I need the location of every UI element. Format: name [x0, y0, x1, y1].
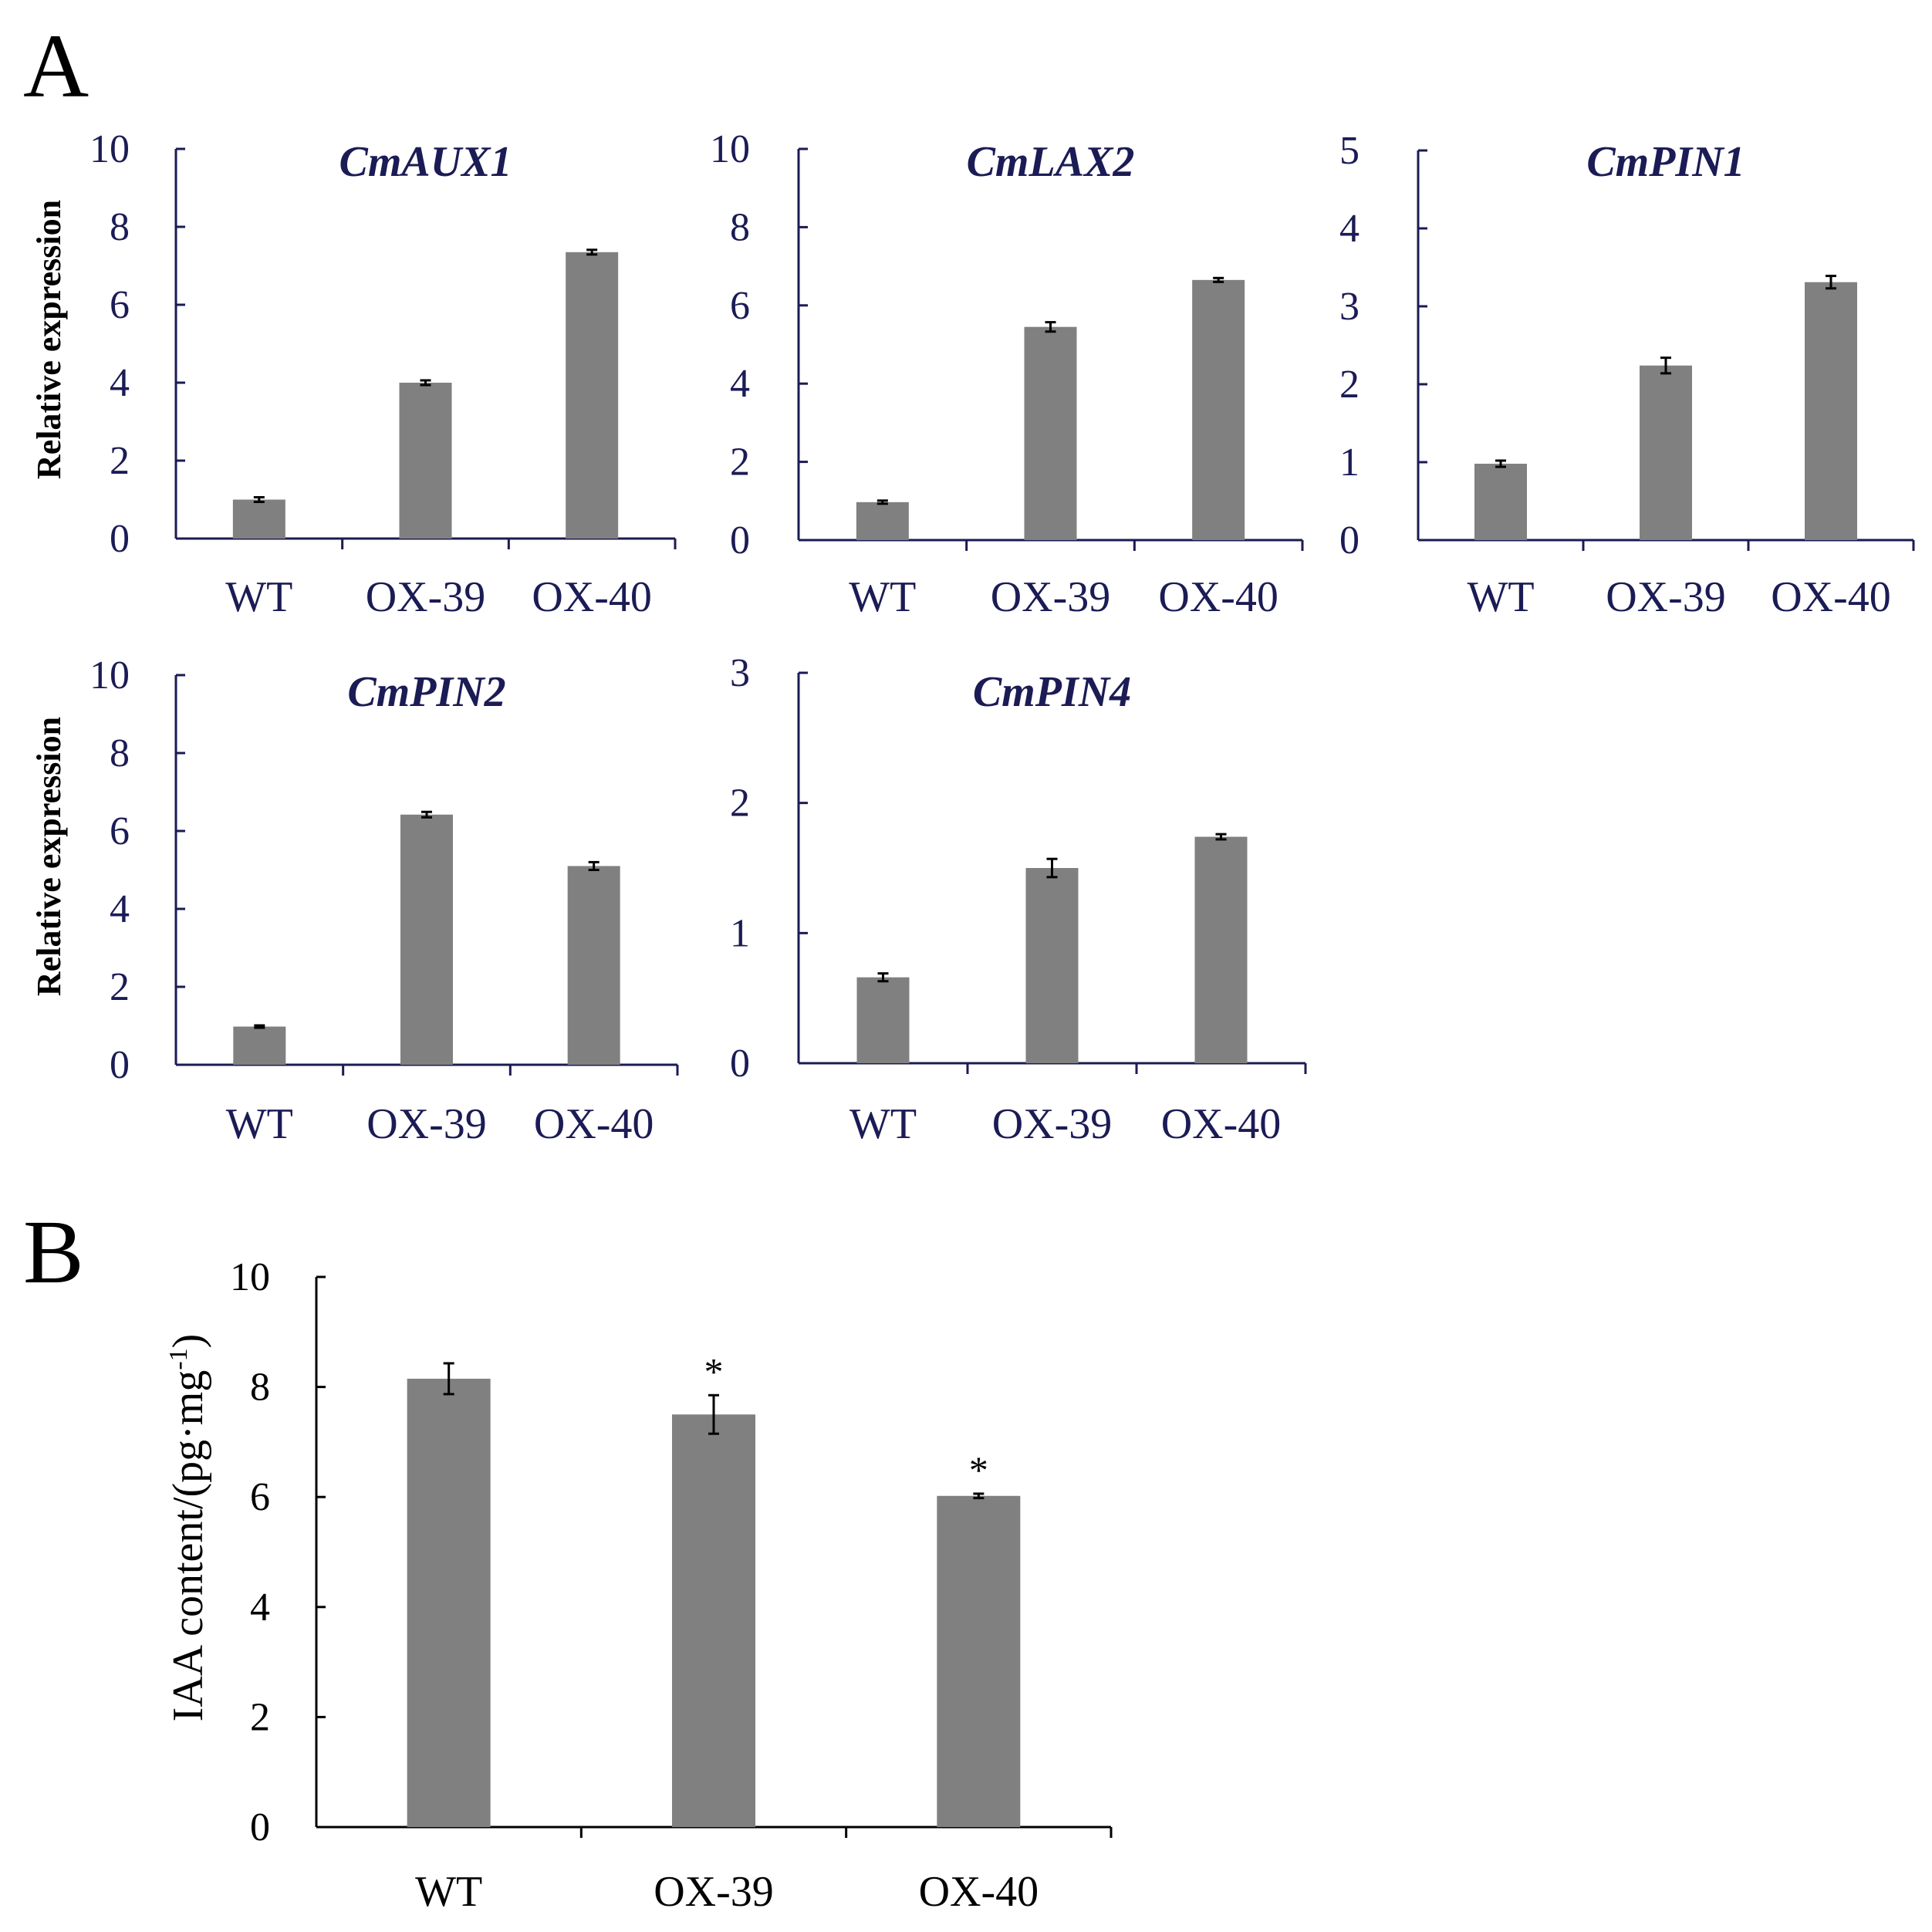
category-label-pin2-2: OX-40	[534, 1100, 654, 1148]
category-label-iaa-0: WT	[415, 1868, 482, 1916]
chart-lax2: 0 2 4 6 8 10 WT OX-39 OX-40 CmLAX2	[710, 127, 1304, 621]
y-tick-label-aux1: 10	[90, 127, 130, 171]
bar-iaa-2	[937, 1495, 1021, 1827]
y-tick-label-pin2: 0	[110, 1043, 130, 1087]
chart-title-lax2: CmLAX2	[967, 138, 1135, 186]
y-tick-label-pin4: 2	[730, 782, 750, 826]
y-tick-label-pin2: 4	[110, 887, 130, 931]
ylabel-iaa-sup: -1	[164, 1348, 193, 1370]
ylabel-aux1: Relative expression	[30, 200, 68, 479]
bar-pin2-1	[400, 814, 453, 1065]
category-label-pin4-2: OX-40	[1161, 1100, 1282, 1148]
category-label-aux1-0: WT	[225, 573, 292, 621]
significance-marker-iaa-2: *	[969, 1448, 988, 1491]
chart-title-pin1: CmPIN1	[1586, 138, 1745, 186]
y-tick-label-pin1: 0	[1339, 518, 1359, 562]
y-tick-label-iaa: 10	[230, 1255, 270, 1299]
y-tick-label-lax2: 6	[730, 284, 750, 328]
category-label-pin2-0: WT	[226, 1100, 293, 1148]
category-label-iaa-1: OX-39	[654, 1868, 774, 1916]
bar-aux1-2	[566, 252, 619, 539]
bar-pin4-0	[856, 977, 910, 1063]
chart-aux1: 0 2 4 6 8 10 WT OX-39 OX-40 CmAUX1	[90, 127, 677, 621]
y-tick-label-iaa: 2	[250, 1695, 270, 1739]
y-tick-label-iaa: 8	[250, 1366, 270, 1410]
bar-iaa-0	[407, 1378, 491, 1827]
chart-pin4: 0 1 2 3 WT OX-39 OX-40 CmPIN4	[730, 651, 1307, 1148]
ylabel-iaa-end: )	[164, 1334, 212, 1349]
category-label-lax2-2: OX-40	[1158, 573, 1278, 621]
bar-pin2-0	[233, 1026, 286, 1065]
category-label-pin4-0: WT	[849, 1100, 917, 1148]
bar-lax2-1	[1024, 326, 1077, 540]
category-label-pin1-2: OX-40	[1771, 573, 1891, 621]
y-tick-label-aux1: 8	[110, 205, 130, 249]
y-tick-label-iaa: 4	[250, 1586, 270, 1630]
panel-letter-b: B	[23, 1201, 84, 1302]
y-tick-label-iaa: 6	[250, 1475, 270, 1519]
bar-pin2-2	[567, 866, 620, 1065]
y-tick-label-aux1: 4	[110, 361, 130, 405]
y-tick-label-iaa: 0	[250, 1805, 270, 1849]
bar-lax2-2	[1192, 279, 1245, 540]
ylabel-iaa-main: IAA content/(pg·mg	[164, 1370, 212, 1722]
y-tick-label-pin1: 2	[1339, 363, 1359, 407]
bar-iaa-1	[672, 1414, 755, 1827]
bar-pin4-2	[1194, 836, 1248, 1063]
chart-pin2: 0 2 4 6 8 10 WT OX-39 OX-40 CmPIN2	[90, 654, 679, 1148]
y-tick-label-aux1: 6	[110, 283, 130, 327]
y-tick-label-pin4: 0	[730, 1042, 750, 1086]
y-tick-label-lax2: 0	[730, 518, 750, 562]
y-tick-label-pin2: 2	[110, 965, 130, 1009]
category-label-pin2-1: OX-39	[366, 1100, 487, 1148]
category-label-lax2-1: OX-39	[991, 573, 1111, 621]
bar-lax2-0	[856, 502, 909, 540]
chart-title-pin4: CmPIN4	[973, 668, 1131, 716]
y-tick-label-pin2: 6	[110, 809, 130, 853]
bar-aux1-0	[232, 499, 285, 539]
significance-marker-iaa-1: *	[704, 1349, 724, 1393]
ylabel-pin2: Relative expression	[30, 717, 68, 996]
bar-pin4-1	[1025, 868, 1079, 1063]
bar-pin1-2	[1805, 282, 1857, 540]
y-tick-label-pin1: 3	[1339, 285, 1359, 329]
y-tick-label-lax2: 4	[730, 362, 750, 406]
category-label-pin4-1: OX-39	[992, 1100, 1113, 1148]
y-tick-label-lax2: 2	[730, 441, 750, 485]
y-tick-label-pin2: 10	[90, 654, 130, 697]
bar-aux1-1	[399, 383, 452, 539]
bar-pin1-0	[1474, 464, 1527, 540]
y-tick-label-pin4: 1	[730, 911, 750, 955]
y-tick-label-aux1: 0	[110, 517, 130, 561]
ylabel-iaa: IAA content/(pg·mg-1)	[164, 1334, 212, 1722]
y-tick-label-aux1: 2	[110, 439, 130, 483]
chart-iaa: 0 2 4 6 8 10 WT OX-39 * OX-40 *	[230, 1255, 1113, 1916]
y-tick-label-pin2: 8	[110, 731, 130, 775]
y-tick-label-pin1: 4	[1339, 207, 1359, 251]
chart-pin1: 0 1 2 3 4 5 WT OX-39 OX-40 CmPIN1	[1339, 129, 1915, 621]
chart-title-pin2: CmPIN2	[347, 668, 505, 716]
category-label-pin1-0: WT	[1467, 573, 1534, 621]
y-tick-label-pin4: 3	[730, 651, 750, 695]
y-tick-label-lax2: 10	[710, 127, 750, 171]
chart-title-aux1: CmAUX1	[339, 138, 512, 186]
y-tick-label-pin1: 5	[1339, 129, 1359, 173]
category-label-aux1-2: OX-40	[532, 573, 652, 621]
panel-letter-a: A	[23, 15, 89, 117]
category-label-iaa-2: OX-40	[919, 1868, 1039, 1916]
y-tick-label-pin1: 1	[1339, 441, 1359, 485]
category-label-aux1-1: OX-39	[366, 573, 486, 621]
category-label-pin1-1: OX-39	[1606, 573, 1726, 621]
category-label-lax2-0: WT	[849, 573, 916, 621]
y-tick-label-lax2: 8	[730, 205, 750, 249]
bar-pin1-1	[1640, 365, 1692, 540]
